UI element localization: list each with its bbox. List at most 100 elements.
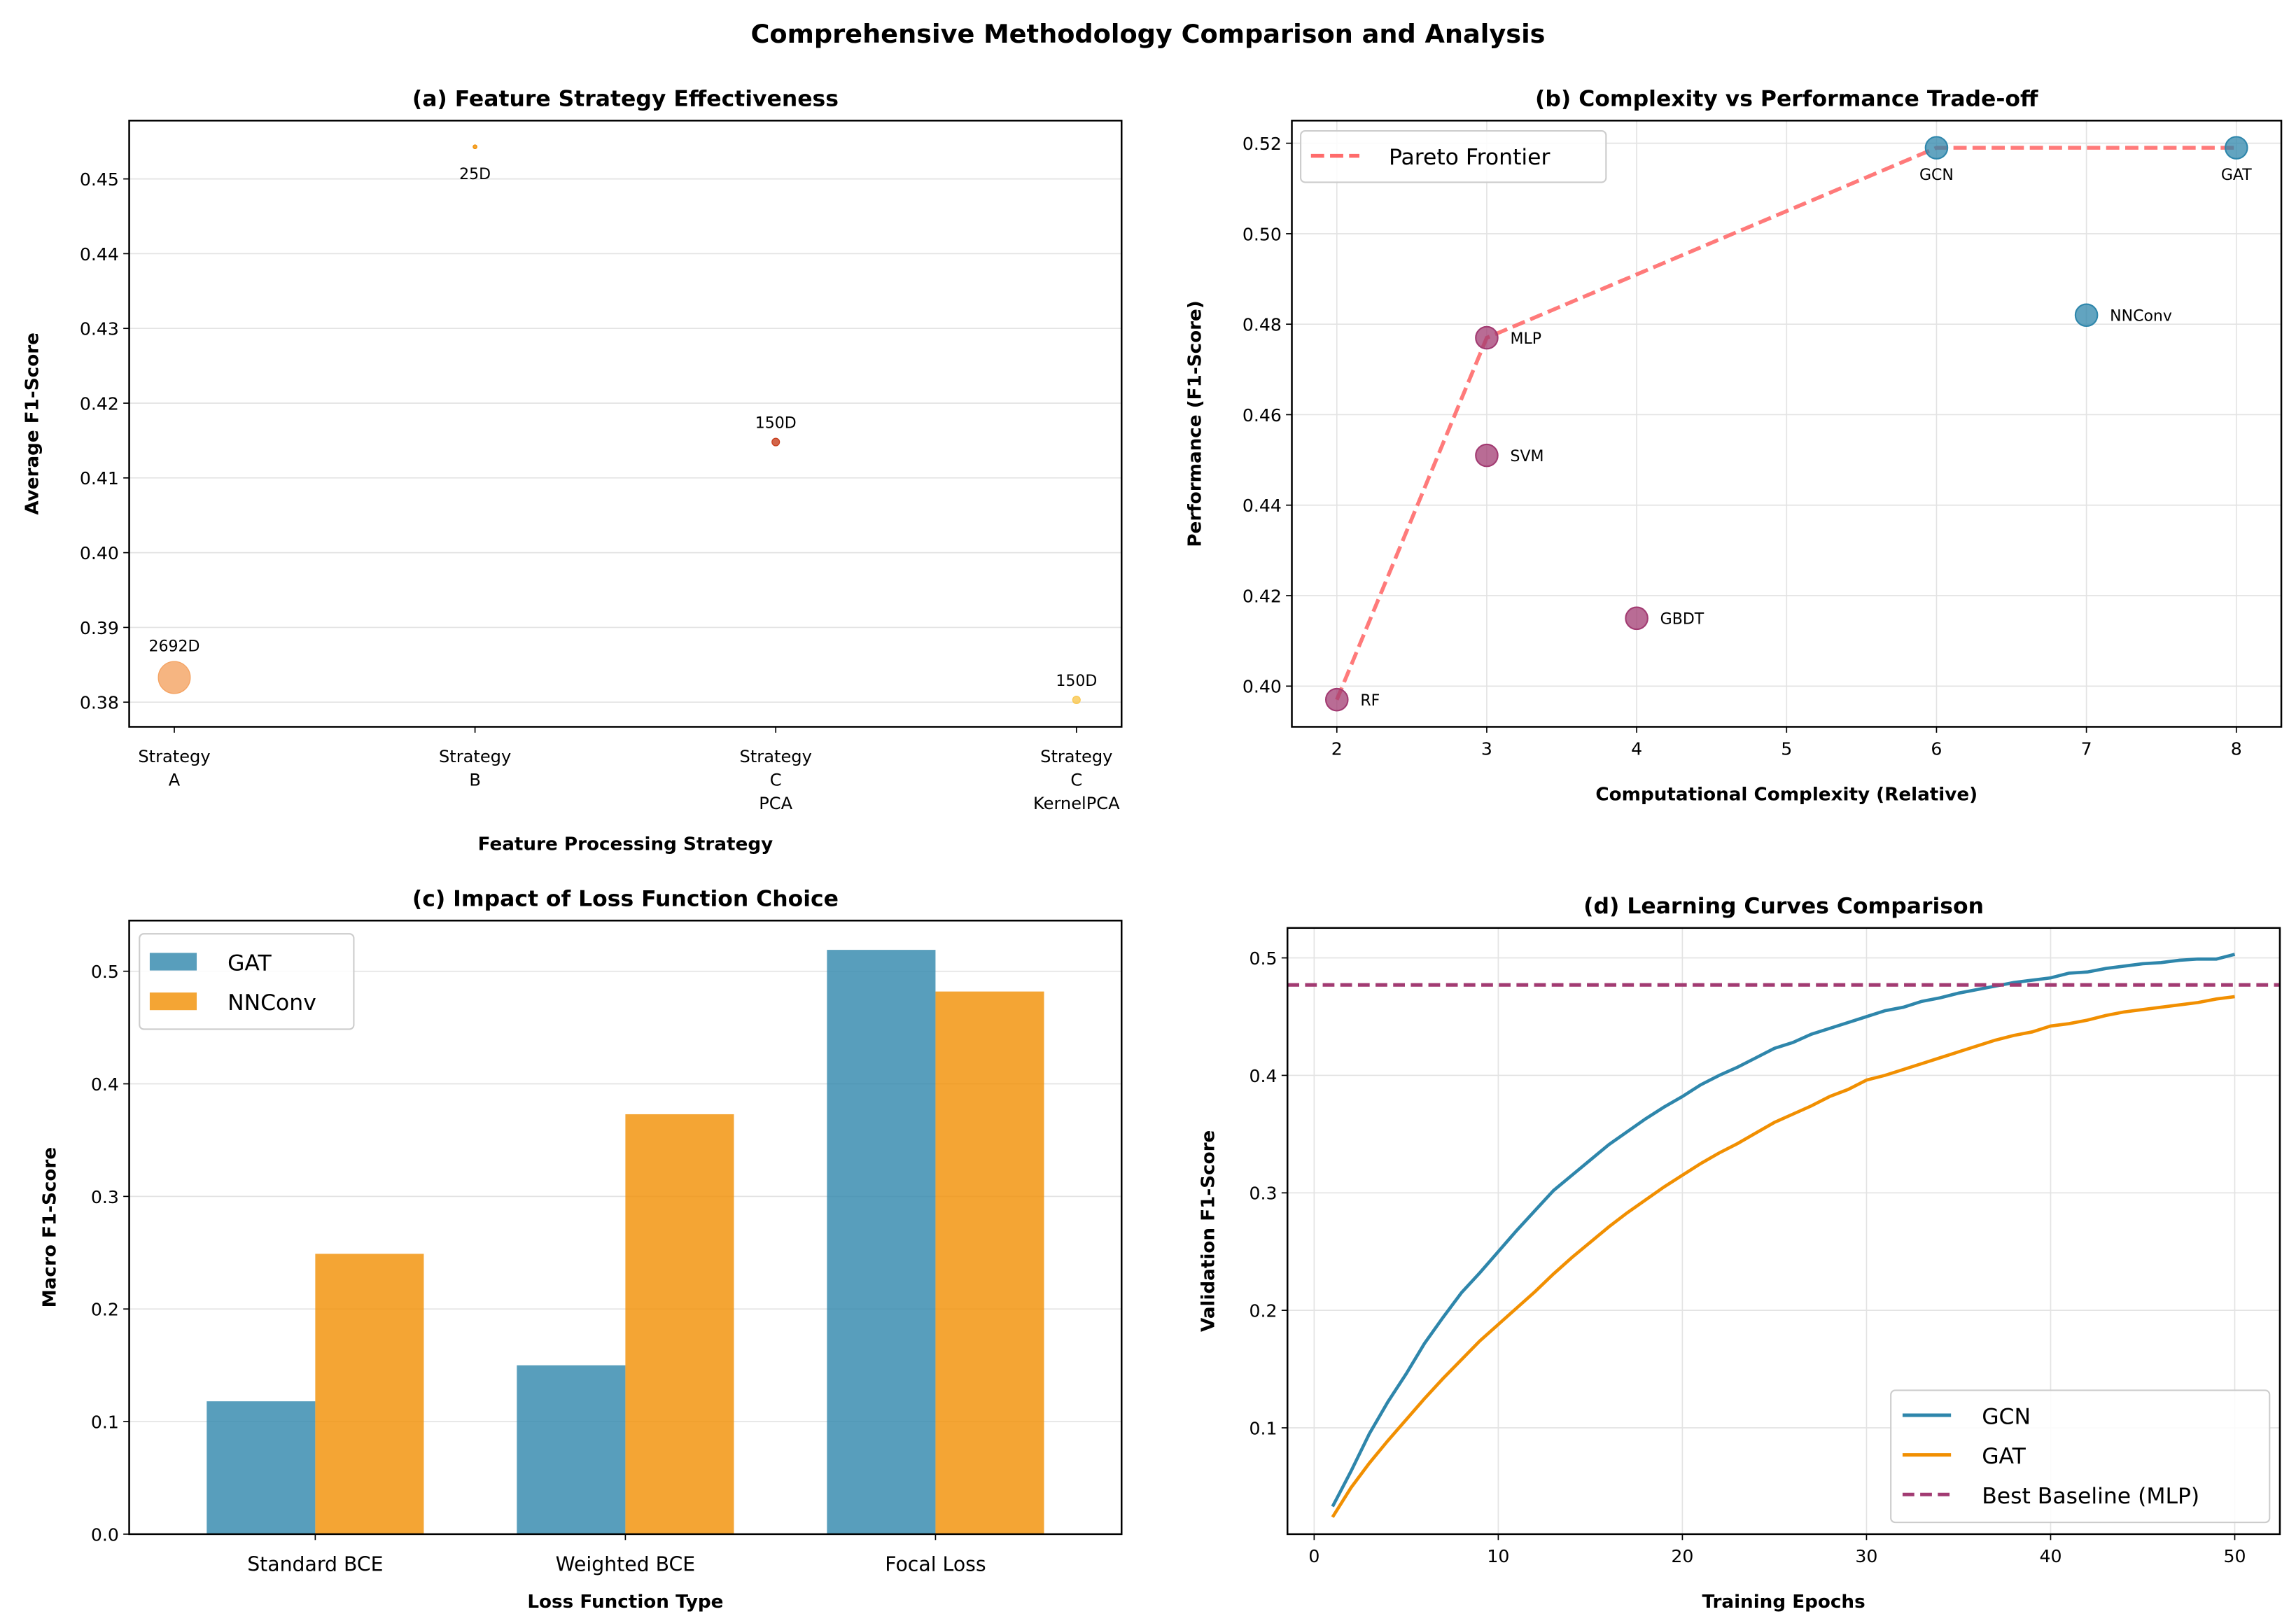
data-point-label: 25D	[459, 166, 491, 183]
x-tick-label: Strategy C PCA	[740, 747, 812, 813]
panel-d-learning-curves: 0.1 0.2 0.3 0.4 0.5 0 10 20 30 40 50 (d) Learning C…	[1198, 894, 2281, 1613]
bar-nnconv	[935, 991, 1044, 1534]
x-axis-label: Loss Function Type	[527, 1592, 723, 1613]
data-point-label: GAT	[2221, 167, 2252, 184]
data-point-label: 150D	[755, 414, 797, 432]
data-point	[158, 661, 191, 694]
y-tick-label: 0.44	[1242, 496, 1282, 516]
x-axis-label: Feature Processing Strategy	[478, 834, 774, 855]
legend-label-nnconv: NNConv	[227, 990, 316, 1016]
y-tick-label: 0.4	[1250, 1066, 1278, 1086]
x-tick-label-line: Strategy	[138, 747, 210, 766]
y-tick-label: 0.52	[1242, 134, 1282, 154]
pareto-frontier-line	[1335, 146, 2236, 701]
x-tick-label-line: KernelPCA	[1033, 794, 1120, 813]
y-tick-label: 0.2	[91, 1300, 119, 1320]
panel-b-complexity-performance: 0.40 0.42 0.44 0.46 0.48 0.50 0.52 2 3 4 5 6 7 8 (b) C…	[1184, 86, 2283, 805]
axes-frame	[1286, 927, 2281, 1536]
data-point-label: SVM	[1510, 448, 1544, 465]
y-tick-label: 0.42	[1242, 586, 1282, 606]
bar-nnconv	[315, 1254, 424, 1534]
x-tick-label: 6	[1931, 738, 1942, 759]
legend-label-gat: GAT	[227, 951, 272, 976]
x-tick-label: Focal Loss	[885, 1552, 986, 1576]
x-tick-label: 30	[1855, 1546, 1877, 1566]
y-axis-label: Average F1-Score	[22, 332, 43, 515]
x-tick-label-line: Strategy	[439, 747, 511, 766]
y-tick-label: 0.44	[80, 244, 119, 265]
data-point-label: GCN	[1919, 167, 1954, 184]
legend-swatch-nnconv	[149, 992, 197, 1011]
line-gat	[1331, 995, 2235, 1518]
x-tick-label: 4	[1631, 738, 1642, 759]
y-tick-label: 0.41	[80, 468, 119, 489]
y-axis-label: Macro F1-Score	[40, 1147, 61, 1307]
bar-gat	[517, 1365, 626, 1534]
panel-title: (c) Impact of Loss Function Choice	[412, 886, 839, 911]
y-tick-label: 0.5	[1250, 948, 1278, 969]
data-point-label: 2692D	[149, 638, 200, 655]
data-point	[1625, 606, 1648, 631]
data-point	[2074, 303, 2099, 328]
y-tick-label: 0.5	[91, 962, 119, 982]
data-point	[1924, 136, 1949, 160]
axes-frame	[1291, 120, 2283, 728]
y-tick-label: 0.40	[80, 543, 119, 563]
axes-frame	[128, 920, 1123, 1536]
x-tick-label: Weighted BCE	[556, 1552, 696, 1576]
data-point	[1475, 443, 1499, 468]
axes-frame	[128, 120, 1123, 728]
data-point	[2225, 136, 2248, 160]
bar-gat	[206, 1401, 316, 1534]
panel-title: (b) Complexity vs Performance Trade-off	[1535, 86, 2038, 111]
data-point	[1072, 695, 1081, 705]
y-axis-label: Performance (F1-Score)	[1184, 300, 1205, 547]
x-tick-label: Strategy A	[138, 747, 210, 790]
y-tick-label: 0.38	[80, 693, 119, 713]
panel-a-feature-strategy: 0.38 0.39 0.40 0.41 0.42 0.43 0.44 0.45 (a) Feat…	[22, 86, 1123, 855]
x-tick-label: 3	[1481, 738, 1492, 759]
y-tick-label: 0.42	[80, 393, 119, 414]
x-tick-label: 10	[1487, 1546, 1509, 1566]
y-tick-label: 0.3	[1250, 1184, 1278, 1204]
y-tick-label: 0.50	[1242, 224, 1282, 244]
x-tick-label-line: Strategy	[1040, 747, 1112, 766]
x-tick-label: 40	[2039, 1546, 2062, 1566]
panel-c-loss-function: 0.0 0.1 0.2 0.3 0.4 0.5 (c) Impact of Loss Fun…	[40, 886, 1123, 1613]
x-tick-label-line: B	[469, 770, 481, 790]
bar-nnconv	[625, 1114, 734, 1534]
y-tick-label: 0.1	[1250, 1418, 1278, 1438]
x-tick-label: 8	[2231, 738, 2242, 759]
bar-gat	[827, 950, 936, 1534]
y-tick-label: 0.46	[1242, 405, 1282, 426]
legend-box	[1300, 129, 1607, 183]
y-tick-label: 0.45	[80, 169, 119, 190]
data-point-label: RF	[1360, 692, 1380, 710]
x-tick-label: Strategy B	[439, 747, 511, 790]
x-tick-label: 0	[1308, 1546, 1320, 1566]
data-point	[1475, 325, 1499, 350]
x-tick-label-line: PCA	[759, 794, 792, 813]
legend-swatch-gat	[149, 953, 197, 971]
data-point-label: 150D	[1056, 673, 1097, 690]
x-axis-label: Computational Complexity (Relative)	[1595, 784, 1977, 805]
line-gcn	[1331, 953, 2236, 1508]
y-tick-label: 0.0	[91, 1524, 119, 1545]
y-tick-label: 0.4	[91, 1074, 119, 1095]
y-tick-label: 0.1	[91, 1412, 119, 1433]
legend-label: GAT	[1982, 1444, 2026, 1469]
y-tick-label: 0.2	[1250, 1301, 1278, 1321]
legend-box	[1890, 1389, 2271, 1524]
data-point-label: GBDT	[1660, 611, 1704, 629]
y-tick-label: 0.39	[80, 618, 119, 638]
y-axis-label: Validation F1-Score	[1198, 1130, 1219, 1332]
x-tick-label-line: C	[770, 770, 782, 790]
panel-title: (d) Learning Curves Comparison	[1583, 894, 1984, 919]
x-tick-label-line: Strategy	[740, 747, 812, 766]
data-point	[1324, 687, 1349, 712]
panel-title: (a) Feature Strategy Effectiveness	[412, 86, 839, 111]
data-point-label: MLP	[1510, 330, 1541, 348]
x-tick-label: 2	[1331, 738, 1343, 759]
x-tick-label: Strategy C KernelPCA	[1033, 747, 1120, 813]
